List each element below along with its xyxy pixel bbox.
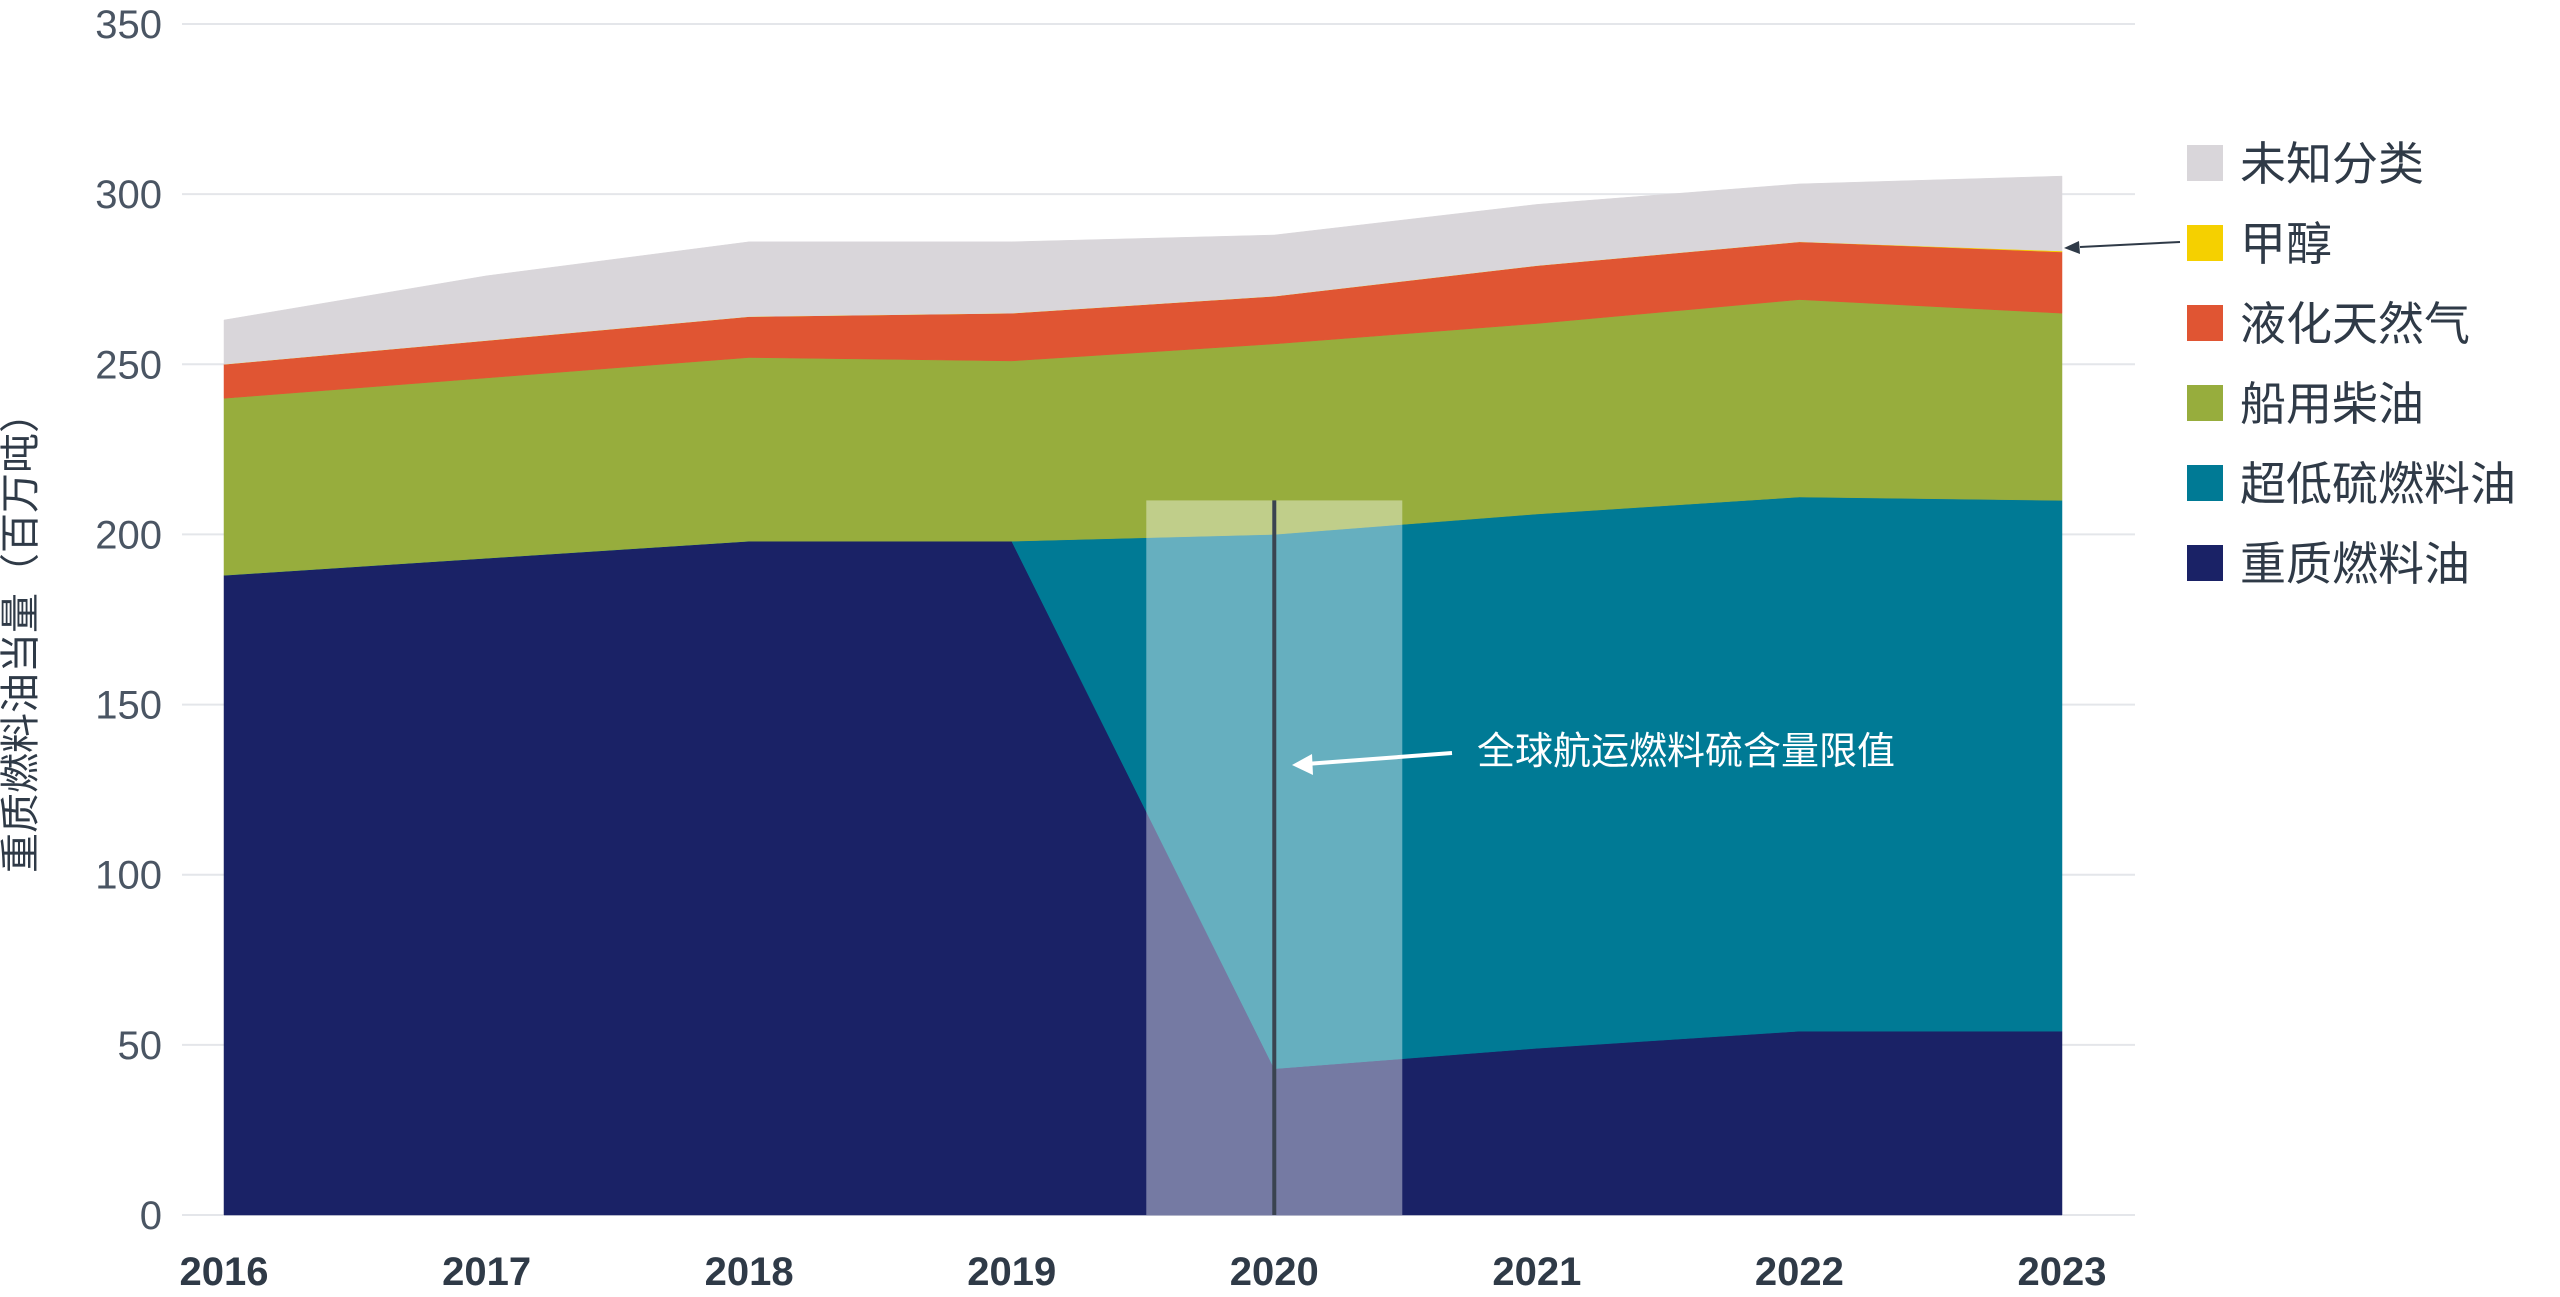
legend-label: 未知分类 <box>2240 137 2424 191</box>
annotation-label: 全球航运燃料硫含量限值 <box>1477 729 1895 773</box>
legend-swatch <box>2187 225 2223 261</box>
x-tick-label: 2016 <box>180 1250 269 1294</box>
legend-swatch <box>2187 305 2223 341</box>
y-axis-label: 重质燃料油当量（百万吨） <box>0 393 44 873</box>
x-tick-label: 2022 <box>1755 1250 1844 1294</box>
legend-leader-arrow-head <box>2064 241 2080 254</box>
y-tick-label: 200 <box>95 513 162 557</box>
legend-swatch <box>2187 385 2223 421</box>
y-tick-label: 50 <box>118 1024 163 1068</box>
legend-swatch <box>2187 145 2223 181</box>
stacked-area-chart: 050100150200250300350 2016 2017 2018 2019 20… <box>0 0 2560 1297</box>
legend-leader-line <box>2080 242 2180 247</box>
legend-label: 超低硫燃料油 <box>2240 457 2516 511</box>
y-tick-label: 250 <box>95 343 162 387</box>
x-tick-label: 2023 <box>2018 1250 2107 1294</box>
highlight-band <box>1146 500 1402 1215</box>
y-tick-label: 350 <box>95 3 162 47</box>
x-tick-label: 2019 <box>967 1250 1056 1294</box>
y-axis-ticks: 0 50 100 150 200 250 300 350 <box>95 3 162 1238</box>
y-tick-label: 150 <box>95 684 162 728</box>
legend-swatch <box>2187 465 2223 501</box>
x-axis-ticks: 2016 2017 2018 2019 2020 2021 2022 2023 <box>180 1250 2107 1294</box>
legend-swatch <box>2187 545 2223 581</box>
y-tick-label: 100 <box>95 854 162 898</box>
legend-label: 甲醇 <box>2240 217 2332 271</box>
legend-label: 重质燃料油 <box>2240 537 2470 591</box>
x-tick-label: 2018 <box>705 1250 794 1294</box>
y-tick-label: 300 <box>95 173 162 217</box>
series-areas <box>224 176 2062 1215</box>
x-tick-label: 2021 <box>1492 1250 1581 1294</box>
legend-label: 液化天然气 <box>2240 297 2470 351</box>
y-tick-label: 0 <box>140 1194 162 1238</box>
x-tick-label: 2020 <box>1230 1250 1319 1294</box>
x-tick-label: 2017 <box>442 1250 531 1294</box>
legend-label: 船用柴油 <box>2240 377 2424 431</box>
